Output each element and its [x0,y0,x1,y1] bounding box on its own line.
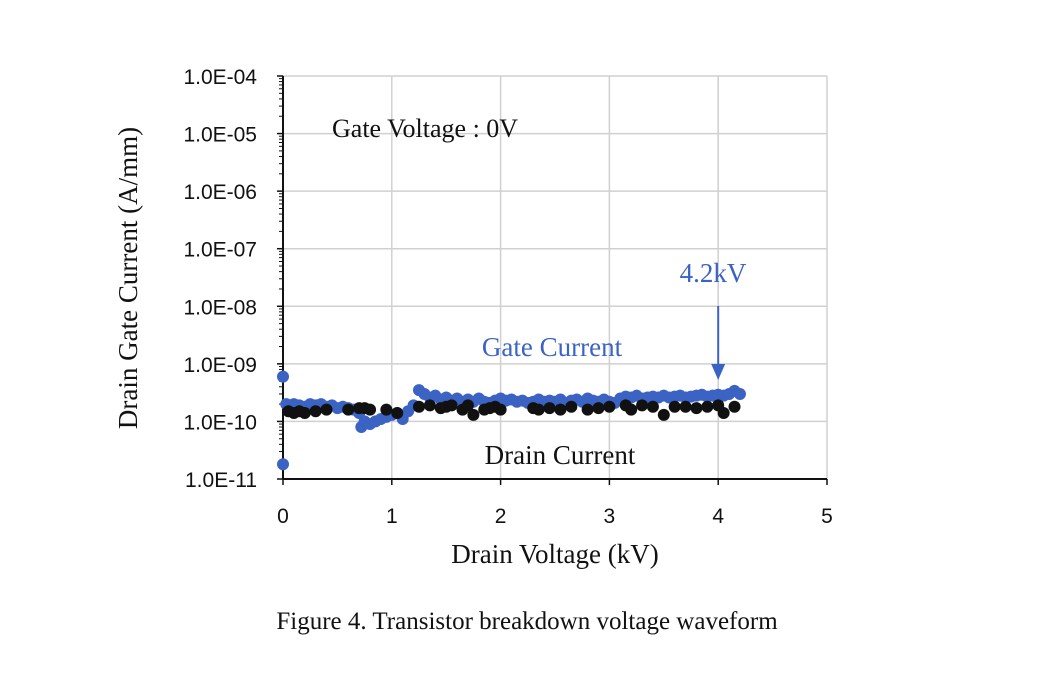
y-tick-label: 1.0E-04 [183,66,257,89]
drain-current-point [717,407,730,420]
drain-current-point [413,400,425,413]
y-axis-label: Drain Gate Current (A/mm) [113,127,143,429]
x-tick-label: 5 [821,505,833,528]
drain-current-point [668,400,681,413]
drain-current-point [364,403,377,416]
drain-current-point [543,402,556,415]
drain-current-point [554,403,567,416]
drain-current-point [603,400,616,413]
drain-current-point [391,407,404,420]
drain-current-point [636,399,649,412]
breakdown-voltage-label: 4.2kV [680,258,747,288]
drain-current-point [679,400,692,413]
drain-current-point [320,403,333,416]
x-tick-label: 1 [386,505,398,528]
x-tick-label: 4 [712,505,724,528]
drain-current-point [646,400,659,413]
gate-current-point [277,370,289,383]
gate-voltage-annotation: Gate Voltage : 0V [332,114,518,143]
y-tick-label: 1.0E-05 [183,124,257,147]
drain-current-point [592,402,605,415]
x-tick-label: 3 [604,505,616,528]
drain-current-point [309,405,322,418]
drain-current-point [461,399,474,412]
drain-current-point [657,408,670,421]
figure-caption: Figure 4. Transistor breakdown voltage w… [276,608,778,635]
breakdown-arrow-head [711,364,726,380]
drain-current-point [690,402,703,415]
drain-current-label: Drain Current [485,440,636,470]
y-tick-label: 1.0E-06 [183,181,257,204]
gate-current-label: Gate Current [482,332,623,362]
y-tick-label: 1.0E-09 [183,354,257,377]
drain-current-point [565,400,578,413]
gate-current-point [733,387,746,400]
drain-current-point [494,403,507,416]
x-tick-labels: 0 1 2 3 4 5 [277,505,833,528]
drain-current-point [342,403,355,416]
y-tick-label: 1.0E-07 [183,239,257,262]
x-tick-label: 0 [277,505,289,528]
drain-current-point [701,400,714,413]
y-tick-label: 1.0E-08 [183,296,257,319]
y-tick-label: 1.0E-11 [185,469,257,492]
drain-current-point [298,407,311,420]
drain-current-point [532,403,545,416]
drain-current-point [625,403,638,416]
x-axis-label: Drain Voltage (kV) [451,539,658,569]
breakdown-arrow-icon [711,306,726,380]
drain-current-series [282,399,741,421]
drain-current-point [467,408,480,421]
y-tick-labels: 1.0E-11 1.0E-10 1.0E-09 1.0E-08 1.0E-07 1.0E-… [183,66,257,492]
x-tick-label: 2 [495,505,507,528]
drain-current-point [423,399,436,412]
drain-current-point [728,400,741,413]
gate-current-point [277,458,289,471]
y-tick-label: 1.0E-10 [183,411,257,434]
drain-current-point [445,399,458,412]
drain-current-point [380,403,393,416]
drain-current-point [581,403,594,416]
